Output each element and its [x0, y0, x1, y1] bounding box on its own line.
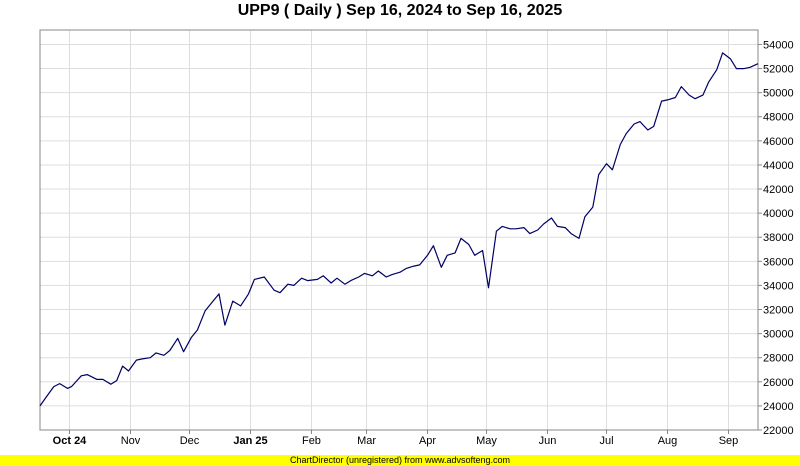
- x-tick-label: May: [476, 435, 497, 447]
- y-tick-label: 36000: [763, 256, 794, 268]
- x-tick-label: Sep: [719, 435, 739, 447]
- x-tick-label: Nov: [121, 435, 141, 447]
- x-axis: Oct 24 Nov Dec Jan 25 Feb Mar Apr May Jun Jul Aug S…: [53, 430, 739, 447]
- x-tick-label: Mar: [357, 435, 376, 447]
- x-tick-label: Aug: [658, 435, 678, 447]
- chart-title: UPP9 ( Daily ) Sep 16, 2024 to Sep 16, 2…: [237, 2, 563, 19]
- x-tick-label: Dec: [180, 435, 200, 447]
- y-tick-label: 44000: [763, 160, 794, 172]
- y-tick-label: 54000: [763, 39, 794, 51]
- x-tick-label: Apr: [419, 435, 436, 447]
- y-tick-label: 40000: [763, 208, 794, 220]
- x-tick-label: Jun: [539, 435, 557, 447]
- y-tick-label: 38000: [763, 232, 794, 244]
- y-tick-label: 24000: [763, 401, 794, 413]
- y-tick-label: 46000: [763, 136, 794, 148]
- y-tick-label: 48000: [763, 112, 794, 124]
- y-tick-label: 52000: [763, 64, 794, 76]
- x-tick-label: Jul: [600, 435, 614, 447]
- plot-area: [39, 29, 759, 431]
- x-tick-label: Oct 24: [53, 435, 88, 447]
- watermark-footer: ChartDirector (unregistered) from www.ad…: [0, 455, 800, 466]
- y-tick-label: 34000: [763, 280, 794, 292]
- y-tick-label: 26000: [763, 377, 794, 389]
- y-tick-label: 30000: [763, 329, 794, 341]
- x-tick-label: Jan 25: [233, 435, 267, 447]
- y-axis: 22000 24000 26000 28000 30000 32000 34000 36000…: [758, 39, 794, 437]
- grid-lines: [40, 30, 758, 431]
- y-tick-label: 32000: [763, 305, 794, 317]
- series-lines: [39, 52, 759, 407]
- y-tick-label: 22000: [763, 425, 794, 437]
- y-tick-label: 50000: [763, 88, 794, 100]
- series-line: [39, 52, 759, 407]
- y-tick-label: 42000: [763, 184, 794, 196]
- x-tick-label: Feb: [302, 435, 321, 447]
- y-tick-label: 28000: [763, 353, 794, 365]
